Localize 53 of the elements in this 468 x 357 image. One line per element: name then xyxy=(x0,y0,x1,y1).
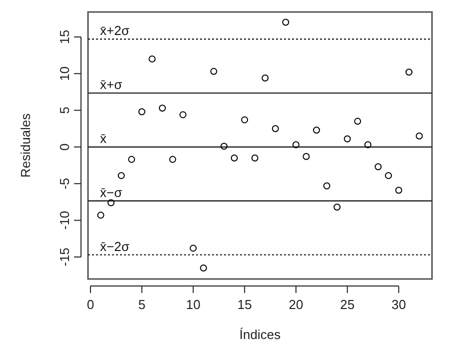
ref-line-label: x̄+2σ xyxy=(100,23,130,38)
point xyxy=(282,18,290,26)
point xyxy=(313,126,320,134)
point xyxy=(200,264,207,272)
y-tick-label: 10 xyxy=(57,66,72,81)
ref-line-label: x̄ xyxy=(100,130,107,146)
x-tick-label: 20 xyxy=(288,297,304,312)
point xyxy=(292,141,300,148)
point xyxy=(251,154,258,162)
y-tick-label: 5 xyxy=(57,106,72,114)
point xyxy=(230,154,238,162)
point xyxy=(395,186,402,194)
point xyxy=(323,182,330,190)
y-axis-title: Residuales xyxy=(18,112,33,178)
point xyxy=(118,172,125,180)
point xyxy=(169,156,176,163)
x-tick-label: 25 xyxy=(340,297,355,312)
point xyxy=(262,74,269,82)
point xyxy=(138,108,146,116)
point xyxy=(158,104,166,112)
y-tick-label: 15 xyxy=(57,30,72,44)
point xyxy=(128,156,136,163)
ref-line-label: x̄−2σ xyxy=(100,238,130,254)
point xyxy=(344,135,351,142)
point xyxy=(374,163,382,170)
point xyxy=(405,68,412,76)
point xyxy=(220,142,228,150)
x-tick-label: 5 xyxy=(138,297,146,312)
point xyxy=(210,68,218,75)
point xyxy=(364,141,372,148)
point xyxy=(108,199,115,206)
x-tick-label: 30 xyxy=(391,297,406,312)
point xyxy=(190,244,197,252)
y-tick-label: -15 xyxy=(57,248,72,266)
x-tick-label: 10 xyxy=(186,297,200,312)
point xyxy=(148,55,156,62)
point xyxy=(302,153,310,160)
x-axis-title: Índices xyxy=(239,327,282,342)
ref-line-label: x̄+σ xyxy=(100,77,122,92)
point xyxy=(241,116,248,124)
y-tick-label: -5 xyxy=(57,178,72,190)
x-tick-label: 0 xyxy=(86,297,94,312)
point xyxy=(334,204,341,211)
point xyxy=(179,111,186,118)
ref-line-label: x̄−σ xyxy=(100,184,122,200)
y-tick-label: -10 xyxy=(57,210,72,230)
point xyxy=(416,132,423,140)
point xyxy=(384,172,392,180)
point xyxy=(97,212,104,219)
point xyxy=(272,125,279,132)
y-tick-label: 0 xyxy=(57,143,72,151)
x-tick-label: 15 xyxy=(237,297,252,312)
point xyxy=(354,118,362,125)
